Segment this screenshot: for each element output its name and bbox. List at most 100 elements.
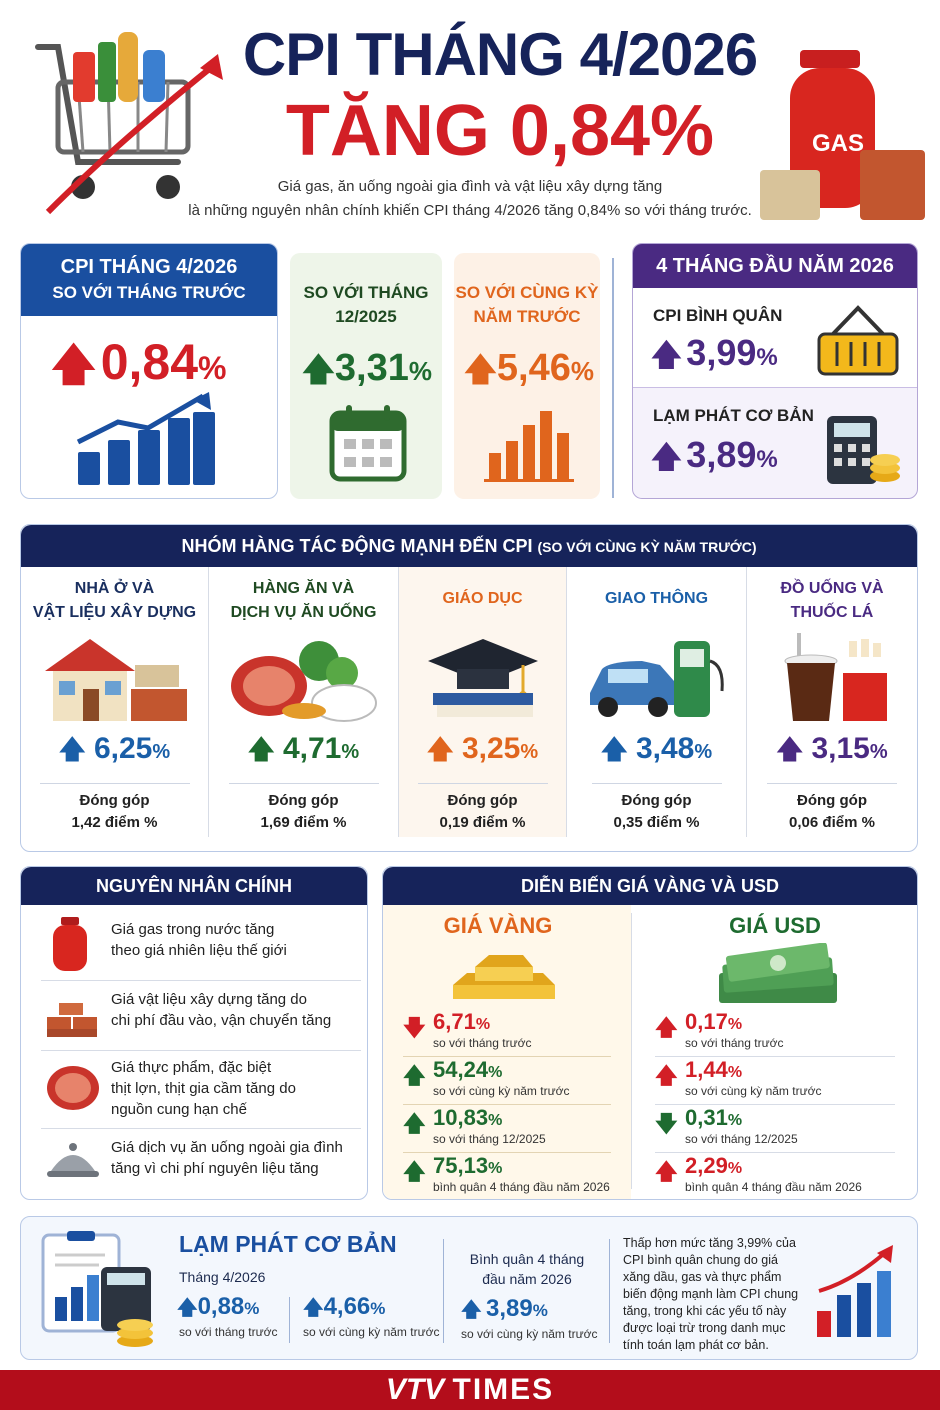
core-heading: LẠM PHÁT CƠ BẢN [179,1231,397,1257]
group-education-name-line1: GIÁO DỤC [442,590,523,607]
contrib-value: 1,42 điểm % [71,814,158,831]
kpi-core-unit: % [756,446,778,473]
kpi-vs-yoy-card: SO VỚI CÙNG KỲ NĂM TRƯỚC 🡅5,46% [454,253,600,499]
kpi-cpi-month-value-row: 🡅 0,84% [51,332,226,407]
reason-item: Giá vật liệu xây dựng tăng do chi phí đầu… [41,981,361,1051]
group-education-unit: % [520,741,539,763]
unit: % [488,1112,503,1129]
value: 10,83 [433,1105,489,1130]
value: 0,31 [685,1105,728,1130]
core-note-line: Thấp hơn mức tăng 3,99% của [623,1236,796,1250]
reason-text: Giá thực phẩm, đặc biệt thịt lợn, thịt gi… [111,1057,361,1120]
kpi-vs-yoy-value-row: 🡅5,46% [464,347,594,401]
kpi-core-value: 3,89 [686,434,757,475]
group-transport-value-row: 🡅 3,48% [567,731,746,775]
contrib-value: 0,35 điểm % [613,814,700,831]
kpi-four-months-cpi-box: CPI BÌNH QUÂN 🡅 3,99% [633,288,917,388]
cash-stack-icon [713,942,843,1014]
reason-line: Giá gas trong nước tăng [111,921,275,938]
usd-row-value: 0,31% [685,1105,742,1131]
group-divider [228,783,379,784]
contrib-value: 0,19 điểm % [439,814,526,831]
arrow-up-icon: 🡅 [776,734,804,764]
gold-row-value: 75,13% [433,1153,502,1179]
usd-row-label: bình quân 4 tháng đầu năm 2026 [685,1180,862,1194]
drink-cigarettes-icon [747,631,917,729]
reasons-heading: NGUYÊN NHÂN CHÍNH [95,876,292,896]
gold-usd-header: DIỄN BIẾN GIÁ VÀNG VÀ USD [383,867,917,905]
gold-row-label: so với cùng kỳ năm trước [433,1084,570,1098]
kpi-cpi-month-header: CPI THÁNG 4/2026 SO VỚI THÁNG TRƯỚC [21,244,277,316]
core-inflation-section: LẠM PHÁT CƠ BẢN Tháng 4/2026 🡅0,88% so v… [20,1216,918,1360]
food-cloche-icon [45,1139,101,1188]
group-housing-name: NHÀ Ở VÀ VẬT LIỆU XÂY DỰNG [21,567,208,627]
group-transport: GIAO THÔNG 🡅 3,48% Đóng góp 0,35 điểm % [567,567,747,837]
group-housing-unit: % [152,741,171,763]
page-title: CPI THÁNG 4/2026 [242,21,758,88]
arrow-up-icon: 🡅 [655,1063,678,1088]
bricks-icon [45,991,99,1044]
core-avg-value: 3,89 [486,1295,533,1322]
usd-row-label: so với cùng kỳ năm trước [685,1084,822,1098]
gold-row-label: bình quân 4 tháng đầu năm 2026 [433,1180,610,1194]
group-divider [39,783,190,784]
kpi-vs-dec-card: SO VỚI THÁNG 12/2025 🡅3,31% [290,253,442,499]
group-food-name: HÀNG ĂN VÀ DỊCH VỤ ĂN UỐNG [209,567,398,627]
group-housing-name-line2: VẬT LIỆU XÂY DỰNG [32,604,197,621]
kpi-cpi-avg-unit: % [756,344,778,371]
core-mom-value-row: 🡅0,88% [177,1293,259,1327]
arrow-up-icon: 🡅 [177,1297,198,1319]
value: 1,44 [685,1057,728,1082]
contrib-value: 0,06 điểm % [789,814,875,831]
arrow-up-icon: 🡅 [247,734,275,764]
house-bricks-icon [21,631,208,729]
reason-line: nguồn cung hạn chế [111,1101,247,1118]
subtitle-line-1: Giá gas, ăn uống ngoài gia đình và vật l… [277,178,663,195]
kpi-vs-dec-value-row: 🡅3,31% [302,347,432,401]
core-inner-divider [289,1297,290,1343]
value: 54,24 [433,1057,489,1082]
arrow-up-icon: 🡅 [651,339,682,372]
core-note-line: biến động mạnh làm CPI chung [623,1287,799,1301]
reason-line: Giá dịch vụ ăn uống ngoài gia đình [111,1139,343,1156]
contrib-label: Đóng góp [447,792,518,809]
reason-line: Giá thực phẩm, đặc biệt [111,1059,272,1076]
arrow-up-icon: 🡅 [655,1015,678,1040]
group-beverage-value-row: 🡅 3,15% [747,731,917,775]
arrow-down-icon: 🡇 [403,1015,426,1040]
arrow-up-icon: 🡅 [303,1297,324,1319]
contrib-label: Đóng góp [621,792,692,809]
contrib-label: Đóng góp [797,792,867,809]
arrow-up-icon: 🡅 [58,734,86,764]
usd-row-value: 0,17% [685,1009,742,1035]
group-food-value-row: 🡅 4,71% [209,731,398,775]
reason-text: Giá gas trong nước tăng theo giá nhiên li… [111,919,361,961]
gold-row-value: 54,24% [433,1057,502,1083]
usd-row-label: so với tháng trước [685,1036,784,1050]
value: 75,13 [433,1153,489,1178]
group-beverage-name-line2: THUỐC LÁ [790,604,874,621]
core-yoy-value-row: 🡅4,66% [303,1293,385,1327]
kpi-vs-yoy-unit: % [570,356,594,386]
contrib-label: Đóng góp [268,792,339,809]
group-education: GIÁO DỤC 🡅 3,25% Đóng góp 0,19 điểm % [399,567,567,837]
kpi-four-months-heading: 4 THÁNG ĐẦU NĂM 2026 [656,255,894,277]
group-housing-value-row: 🡅 6,25% [21,731,208,775]
reason-text: Giá dịch vụ ăn uống ngoài gia đình tăng v… [111,1137,361,1179]
usd-row-label: so với tháng 12/2025 [685,1132,798,1146]
kpi-core-value-row: 🡅 3,89% [651,434,778,486]
kpi-vs-yoy-heading2: NĂM TRƯỚC [473,307,581,326]
usd-row-value: 2,29% [685,1153,742,1179]
group-beverage-name-line1: ĐỒ UỐNG VÀ [780,580,884,597]
reason-item: Giá thực phẩm, đặc biệt thịt lợn, thịt gi… [41,1051,361,1129]
group-beverage-value: 3,15 [811,732,870,765]
arrow-up-icon: 🡅 [464,351,497,387]
reason-line: theo giá nhiên liệu thế giới [111,942,287,959]
reason-item: Giá dịch vụ ăn uống ngoài gia đình tăng v… [41,1129,361,1199]
reason-line: chi phí đầu vào, vận chuyển tăng [111,1012,332,1029]
graduation-cap-icon [399,631,566,729]
group-beverage-contrib: Đóng góp 0,06 điểm % [747,790,917,834]
gold-title: GIÁ VÀNG [443,913,553,938]
core-avg-heading: Bình quân 4 tháng đầu năm 2026 [449,1249,605,1289]
meat-slice-icon [45,1063,101,1118]
